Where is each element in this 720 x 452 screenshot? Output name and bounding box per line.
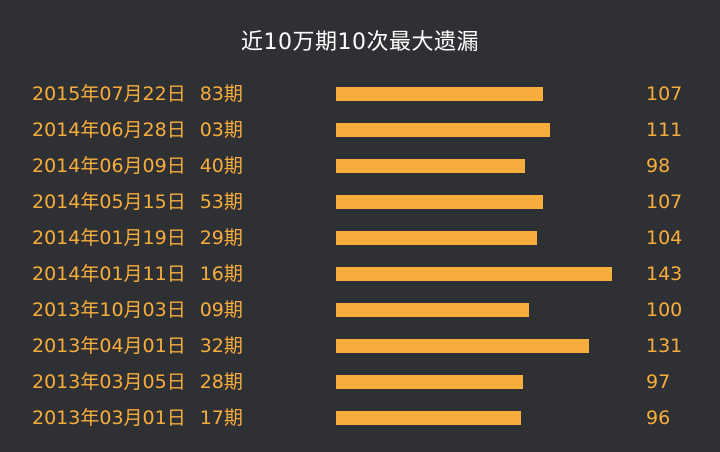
bar — [336, 339, 589, 353]
bar-row: 2014年01月19日 29期 104 — [0, 220, 720, 256]
data-label: 111 — [646, 119, 683, 141]
category-label: 2014年01月19日 29期 — [32, 226, 243, 250]
category-date: 2015年07月22日 — [32, 83, 186, 105]
bar — [336, 375, 523, 389]
data-label: 107 — [646, 191, 683, 213]
bar — [336, 303, 529, 317]
category-issue: 17期 — [199, 407, 243, 429]
data-label: 100 — [646, 299, 683, 321]
category-label: 2015年07月22日 83期 — [32, 82, 243, 106]
category-label: 2013年03月01日 17期 — [32, 406, 243, 430]
category-date: 2013年03月05日 — [32, 371, 186, 393]
bar-row: 2015年07月22日 83期 107 — [0, 76, 720, 112]
data-label: 143 — [646, 263, 683, 285]
category-date: 2014年01月11日 — [32, 263, 186, 285]
category-label: 2014年05月15日 53期 — [32, 190, 243, 214]
category-date: 2013年10月03日 — [32, 299, 186, 321]
category-issue: 40期 — [199, 155, 243, 177]
data-label: 104 — [646, 227, 683, 249]
bar — [336, 159, 525, 173]
bar — [336, 411, 521, 425]
bar-row: 2013年04月01日 32期 131 — [0, 328, 720, 364]
bar-row: 2014年01月11日 16期 143 — [0, 256, 720, 292]
data-label: 98 — [646, 155, 671, 177]
bar-row: 2014年06月09日 40期 98 — [0, 148, 720, 184]
category-date: 2013年04月01日 — [32, 335, 186, 357]
category-issue: 29期 — [199, 227, 243, 249]
category-label: 2013年04月01日 32期 — [32, 334, 243, 358]
bar — [336, 123, 550, 137]
data-label: 96 — [646, 407, 671, 429]
category-date: 2014年06月09日 — [32, 155, 186, 177]
category-label: 2014年06月09日 40期 — [32, 154, 243, 178]
category-label: 2014年06月28日 03期 — [32, 118, 243, 142]
category-label: 2013年10月03日 09期 — [32, 298, 243, 322]
category-issue: 09期 — [199, 299, 243, 321]
category-issue: 03期 — [199, 119, 243, 141]
bar-row: 2013年03月01日 17期 96 — [0, 400, 720, 436]
category-issue: 28期 — [199, 371, 243, 393]
category-date: 2014年01月19日 — [32, 227, 186, 249]
category-issue: 83期 — [199, 83, 243, 105]
bar — [336, 267, 612, 281]
category-date: 2013年03月01日 — [32, 407, 186, 429]
bar — [336, 87, 543, 101]
category-label: 2014年01月11日 16期 — [32, 262, 243, 286]
data-label: 131 — [646, 335, 683, 357]
bar-row: 2013年10月03日 09期 100 — [0, 292, 720, 328]
data-label: 97 — [646, 371, 671, 393]
category-issue: 53期 — [199, 191, 243, 213]
category-date: 2014年05月15日 — [32, 191, 186, 213]
bar-row: 2014年06月28日 03期 111 — [0, 112, 720, 148]
bar — [336, 195, 543, 209]
bar-row: 2013年03月05日 28期 97 — [0, 364, 720, 400]
category-label: 2013年03月05日 28期 — [32, 370, 243, 394]
category-issue: 16期 — [199, 263, 243, 285]
category-issue: 32期 — [199, 335, 243, 357]
chart-title: 近10万期10次最大遗漏 — [241, 30, 479, 55]
bar-row: 2014年05月15日 53期 107 — [0, 184, 720, 220]
category-date: 2014年06月28日 — [32, 119, 186, 141]
data-label: 107 — [646, 83, 683, 105]
bar — [336, 231, 537, 245]
